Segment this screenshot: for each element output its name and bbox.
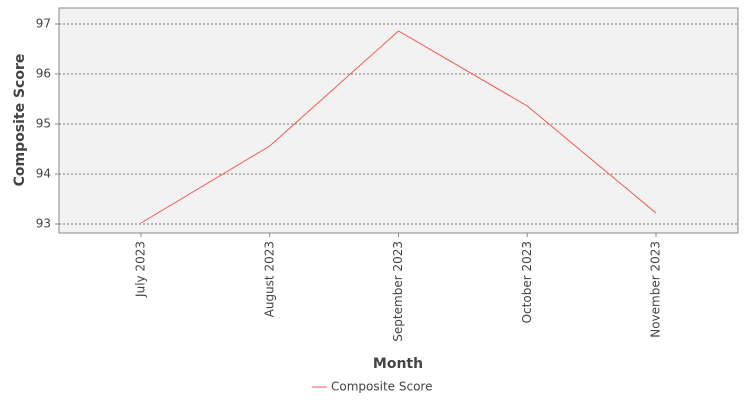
x-tick-label: October 2023 <box>520 241 534 323</box>
y-tick-label: 95 <box>36 117 51 131</box>
x-axis-title: Month <box>373 356 423 372</box>
y-axis-title: Composite Score <box>12 54 28 187</box>
plot-area <box>58 7 739 234</box>
x-tick-label: July 2023 <box>134 241 148 298</box>
y-tick-label: 96 <box>36 67 51 81</box>
legend-label: Composite Score <box>331 380 432 394</box>
x-tick-label: August 2023 <box>262 241 276 317</box>
data-line <box>140 30 657 224</box>
y-tick-label: 97 <box>36 17 51 31</box>
x-tick-label: November 2023 <box>649 241 663 338</box>
y-tick-label: 93 <box>36 217 51 231</box>
y-tick-label: 94 <box>36 167 51 181</box>
x-tick-label: September 2023 <box>391 241 405 342</box>
